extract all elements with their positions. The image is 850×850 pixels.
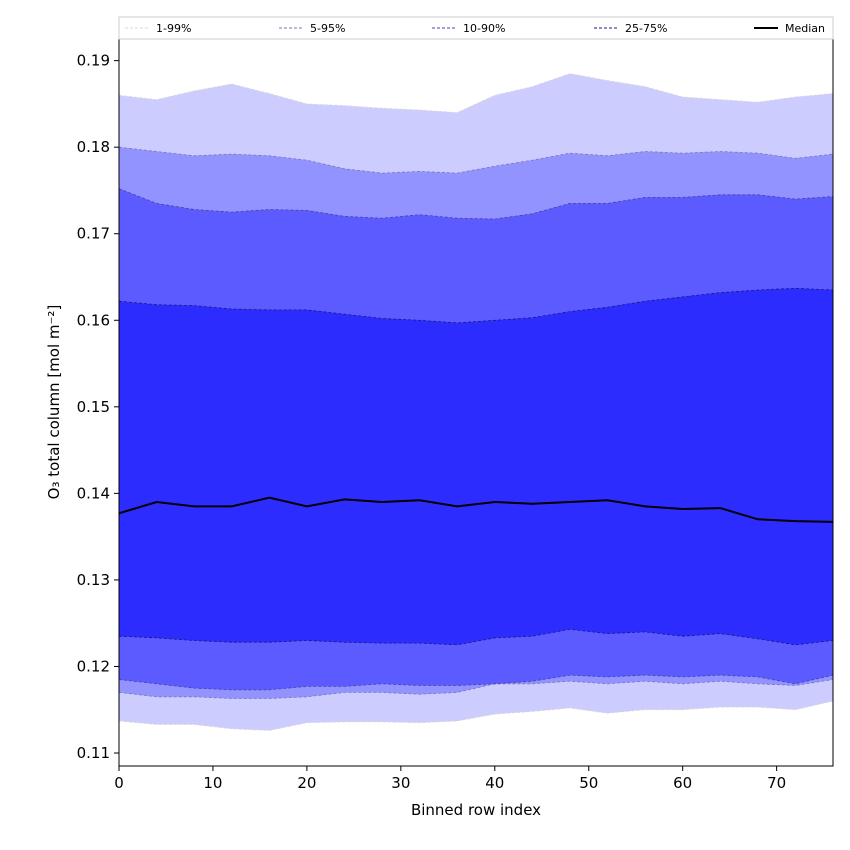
y-tick-label: 0.13 (77, 571, 110, 589)
band-10-90%-lower-line (118, 674, 834, 691)
legend: 1-99% 5-95% 10-90% 25-75% Median (118, 16, 834, 40)
median-line (118, 496, 834, 523)
legend-label-25-75%: 25-75% (625, 22, 667, 35)
legend-label-5-95%: 5-95% (310, 22, 345, 35)
legend-frame (118, 16, 834, 40)
x-tick-label: 40 (485, 774, 504, 792)
y-tick-label: 0.15 (77, 398, 110, 416)
band-1-99%-upper-line (118, 73, 834, 114)
y-tick-label: 0.19 (77, 52, 110, 70)
y-tick-label: 0.11 (77, 744, 110, 762)
y-tick-label: 0.12 (77, 657, 110, 675)
x-tick-label: 30 (391, 774, 410, 792)
legend-label-1-99%: 1-99% (156, 22, 191, 35)
x-tick-label: 0 (114, 774, 124, 792)
x-tick-label: 60 (673, 774, 692, 792)
band-25-75%-area (119, 288, 833, 645)
legend-label-Median: Median (785, 22, 825, 35)
band-25-75%-upper-line (118, 287, 834, 324)
x-axis-label: Binned row index (411, 801, 541, 819)
x-tick-label: 10 (203, 774, 222, 792)
band-1-99%-lower-line (118, 700, 834, 731)
band-5-95%-lower-line (118, 679, 834, 699)
y-tick-label: 0.16 (77, 311, 110, 329)
y-tick-label: 0.14 (77, 484, 110, 502)
legend-label-10-90%: 10-90% (463, 22, 505, 35)
band-10-90%-upper-line (118, 188, 834, 220)
band-25-75%-lower-line (118, 628, 834, 646)
plot-area (118, 73, 834, 731)
y-tick-label: 0.17 (77, 225, 110, 243)
y-axis-label: O₃ total column [mol m⁻²] (45, 305, 63, 500)
x-axis: 0 10 20 30 40 50 60 70 (114, 766, 786, 792)
y-axis: 0.11 0.12 0.13 0.14 0.15 0.16 0.17 0.18 0.19 (77, 52, 119, 762)
y-tick-label: 0.18 (77, 138, 110, 156)
x-tick-label: 70 (767, 774, 786, 792)
x-tick-label: 50 (579, 774, 598, 792)
x-tick-label: 20 (297, 774, 316, 792)
